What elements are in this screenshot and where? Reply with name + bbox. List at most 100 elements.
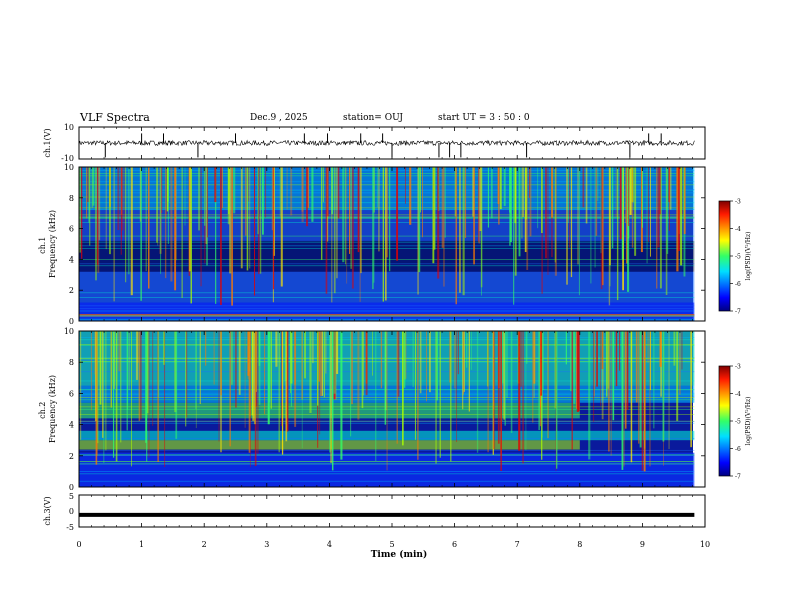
x-axis-label: Time (min) [371, 549, 428, 560]
x-tick-label: 5 [389, 540, 394, 549]
freq-tick-label: 0 [69, 483, 74, 492]
sferic-streak [569, 167, 570, 248]
tonal-line [79, 173, 695, 174]
sferic-streak [547, 167, 549, 275]
sferic-streak [272, 167, 275, 290]
freq-tick-label: 10 [64, 163, 74, 172]
sferic-streak [597, 167, 599, 202]
sferic-streak [126, 331, 129, 431]
sferic-streak [89, 167, 91, 246]
sferic-streak [138, 331, 141, 421]
sferic-streak [373, 167, 375, 283]
sferic-streak [97, 167, 99, 265]
sferic-streak [252, 331, 255, 421]
sferic-streak [79, 167, 81, 253]
sferic-streak [513, 167, 515, 305]
sferic-streak [463, 331, 465, 392]
sferic-streak [479, 167, 482, 232]
tonal-line [79, 308, 695, 310]
sferic-streak [522, 167, 524, 218]
sferic-streak [555, 331, 557, 472]
sferic-streak [255, 331, 257, 392]
freq-tick-label: 2 [69, 286, 74, 295]
sferic-streak [611, 167, 614, 249]
sferic-streak [360, 167, 362, 274]
sferic-streak [454, 331, 456, 388]
sferic-streak [615, 331, 618, 387]
sferic-streak [294, 331, 296, 385]
sferic-streak [181, 167, 183, 298]
sferic-streak [270, 331, 272, 409]
ch2-spectrogram-panel: 0 2 4 6 8 10 ch.2 Frequency (kHz) [38, 327, 706, 492]
sferic-streak [419, 167, 421, 213]
x-tick-label: 9 [640, 540, 645, 549]
sferic-streak [97, 331, 99, 444]
x-tick-label: 10 [700, 540, 710, 549]
sferic-streak [278, 331, 280, 453]
sferic-streak [365, 331, 368, 396]
sferic-streak [280, 167, 283, 287]
sferic-streak [439, 331, 441, 458]
ch2-colorbar: -3 -4 -5 -6 -7 log(PSD)(V²/Hz) [718, 364, 752, 481]
sferic-streak [199, 331, 201, 405]
tonal-line [79, 216, 695, 218]
tonal-line [79, 292, 695, 294]
sferic-streak [267, 331, 270, 425]
colorbar-tick-label: -4 [735, 226, 741, 233]
sferic-streak [301, 331, 303, 400]
sferic-streak [417, 331, 419, 460]
sferic-streak [273, 167, 275, 256]
sferic-streak [554, 167, 556, 263]
sferic-streak [307, 167, 309, 208]
colorbar-tick-label: -5 [735, 254, 741, 261]
sferic-streak [174, 167, 177, 291]
sferic-streak [609, 167, 611, 287]
sferic-streak [214, 167, 217, 203]
sferic-streak [140, 331, 142, 420]
sferic-streak [456, 331, 458, 443]
sferic-streak [336, 331, 339, 374]
sferic-streak [249, 331, 251, 468]
sferic-streak [301, 167, 304, 212]
tonal-line [79, 181, 695, 183]
sferic-streak [542, 331, 544, 390]
ch1-colorbar: -3 -4 -5 -6 -7 log(PSD)(V²/Hz) [718, 199, 752, 316]
sferic-streak [215, 167, 217, 304]
sferic-streak [600, 167, 603, 290]
tonal-line [79, 297, 695, 298]
sferic-streak [608, 331, 610, 452]
date-label: Dec.9 , 2025 [250, 113, 308, 123]
sferic-streak [649, 167, 651, 257]
spectral-band [79, 440, 580, 450]
sferic-streak [253, 331, 256, 425]
sferic-streak [98, 167, 101, 241]
sferic-streak [331, 331, 334, 471]
sferic-streak [402, 331, 404, 446]
sferic-streak [623, 331, 625, 467]
sferic-streak [350, 331, 354, 405]
freq-tick-label: 6 [69, 225, 74, 234]
sferic-streak [135, 331, 139, 380]
sferic-streak [468, 331, 471, 412]
sferic-streak [99, 331, 102, 405]
sferic-streak [624, 167, 627, 223]
sferic-streak [539, 331, 541, 427]
sferic-streak [333, 167, 335, 294]
sferic-streak [544, 167, 548, 259]
ch1-ytick-bottom: -10 [61, 154, 74, 163]
sferic-streak [88, 167, 90, 223]
sferic-streak [626, 331, 629, 410]
tonal-line [79, 473, 695, 475]
sferic-streak [647, 167, 649, 243]
tonal-line [79, 217, 695, 218]
sferic-streak [501, 331, 503, 422]
sferic-streak [573, 331, 576, 404]
sferic-streak [463, 331, 465, 395]
sferic-streak [195, 331, 197, 429]
sferic-streak [450, 331, 452, 462]
sferic-streak [576, 331, 579, 412]
freq-tick-label: 10 [64, 327, 74, 336]
x-tick-label: 3 [264, 540, 269, 549]
x-tick-label: 2 [202, 540, 207, 549]
sferic-streak [229, 167, 232, 274]
